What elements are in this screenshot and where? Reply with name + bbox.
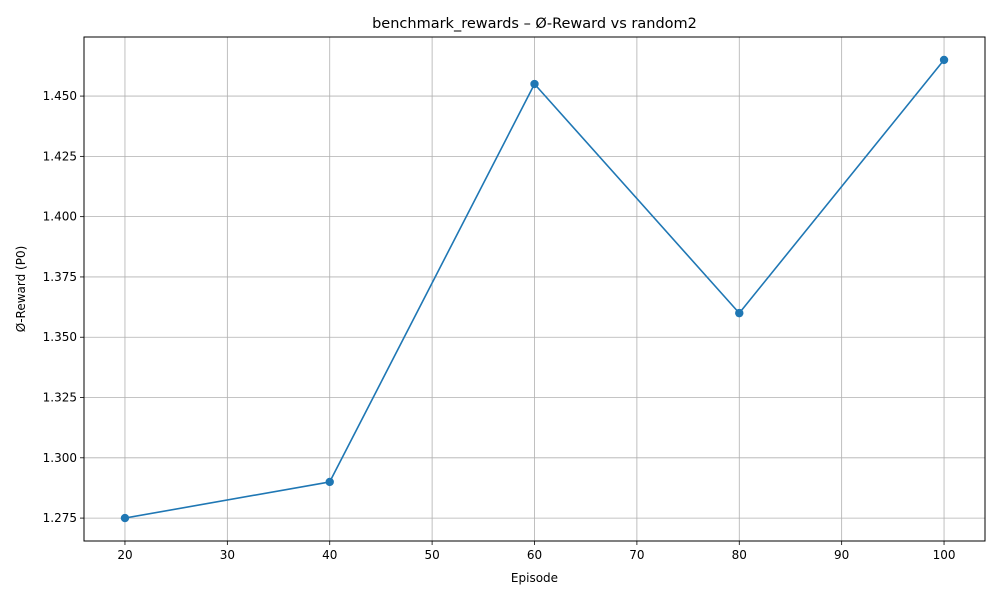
grid [84, 37, 985, 541]
data-point [120, 513, 130, 523]
data-point [939, 55, 949, 65]
chart-title: benchmark_rewards – Ø-Reward vs random2 [372, 16, 697, 32]
y-tick-label: 1.375 [43, 270, 77, 284]
x-tick-label: 90 [834, 548, 849, 562]
y-tick-label: 1.400 [43, 210, 77, 224]
y-tick-label: 1.350 [43, 330, 77, 344]
x-tick-label: 30 [220, 548, 235, 562]
y-tick-label: 1.425 [43, 149, 77, 163]
x-tick-label: 100 [933, 548, 956, 562]
data-point [325, 477, 334, 487]
x-tick-label: 80 [732, 548, 747, 562]
y-tick-label: 1.275 [43, 511, 77, 525]
x-tick-label: 70 [629, 548, 644, 562]
y-tick-label: 1.325 [43, 391, 77, 405]
series-layer [120, 55, 949, 523]
y-axis-ticks: 1.275 1.300 1.325 1.350 1.375 1.400 1.425 1.450 [43, 89, 84, 525]
y-axis-label: Ø-Reward (P0) [14, 246, 28, 333]
data-point [735, 308, 744, 318]
x-tick-label: 40 [322, 548, 337, 562]
x-tick-label: 50 [424, 548, 439, 562]
x-tick-label: 60 [527, 548, 542, 562]
x-axis-label: Episode [511, 571, 558, 585]
x-axis-ticks: 20 30 40 50 60 70 80 90 100 [117, 541, 955, 562]
x-tick-label: 20 [117, 548, 132, 562]
y-tick-label: 1.450 [43, 89, 77, 103]
y-tick-label: 1.300 [43, 451, 77, 465]
data-point [530, 79, 539, 89]
